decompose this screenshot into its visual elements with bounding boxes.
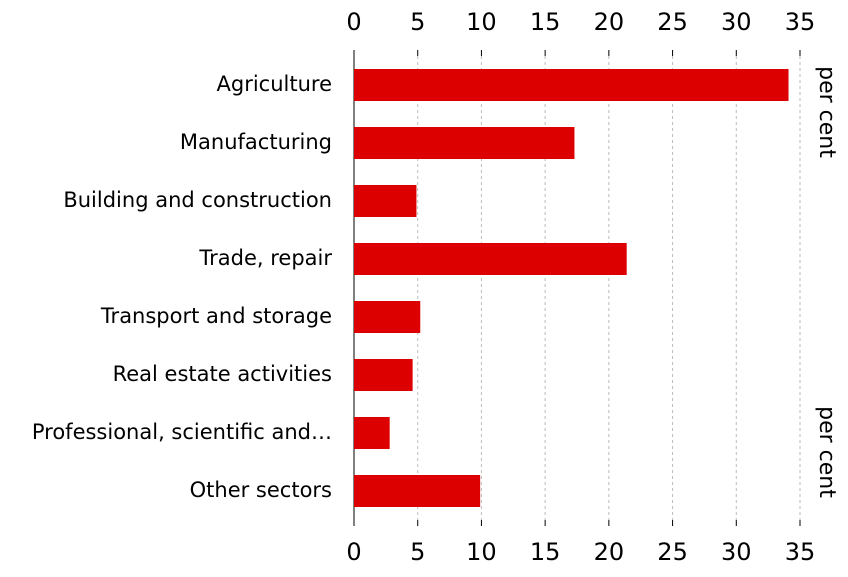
x-tick-label: 30	[721, 8, 752, 36]
bar	[354, 185, 417, 217]
x-tick-label: 20	[594, 538, 625, 566]
x-tick-label: 15	[530, 8, 561, 36]
x-tick-label: 0	[346, 8, 361, 36]
x-tick-label: 35	[785, 8, 816, 36]
y-tick-label: Professional, scientific and…	[32, 420, 332, 444]
bar	[354, 127, 575, 159]
x-axis-label: per cent	[814, 406, 839, 498]
bar	[354, 359, 413, 391]
x-tick-label: 30	[721, 538, 752, 566]
x-axis-label: per cent	[814, 66, 839, 158]
x-tick-label: 5	[410, 8, 425, 36]
y-tick-label: Agriculture	[217, 72, 333, 96]
y-tick-label: Manufacturing	[180, 130, 332, 154]
x-tick-label: 15	[530, 538, 561, 566]
x-tick-label: 20	[594, 8, 625, 36]
bar	[354, 417, 390, 449]
y-tick-label: Trade, repair	[198, 246, 332, 270]
x-tick-label: 0	[346, 538, 361, 566]
y-tick-label: Transport and storage	[100, 304, 332, 328]
x-tick-label: 10	[466, 8, 497, 36]
x-tick-label: 35	[785, 538, 816, 566]
x-tick-label: 10	[466, 538, 497, 566]
y-tick-label: Other sectors	[190, 478, 332, 502]
bar	[354, 475, 481, 507]
bar	[354, 69, 789, 101]
x-tick-label: 5	[410, 538, 425, 566]
y-tick-label: Building and construction	[63, 188, 332, 212]
bar	[354, 301, 421, 333]
y-tick-label: Real estate activities	[113, 362, 332, 386]
x-tick-label: 25	[657, 8, 688, 36]
x-tick-label: 25	[657, 538, 688, 566]
bar	[354, 243, 627, 275]
